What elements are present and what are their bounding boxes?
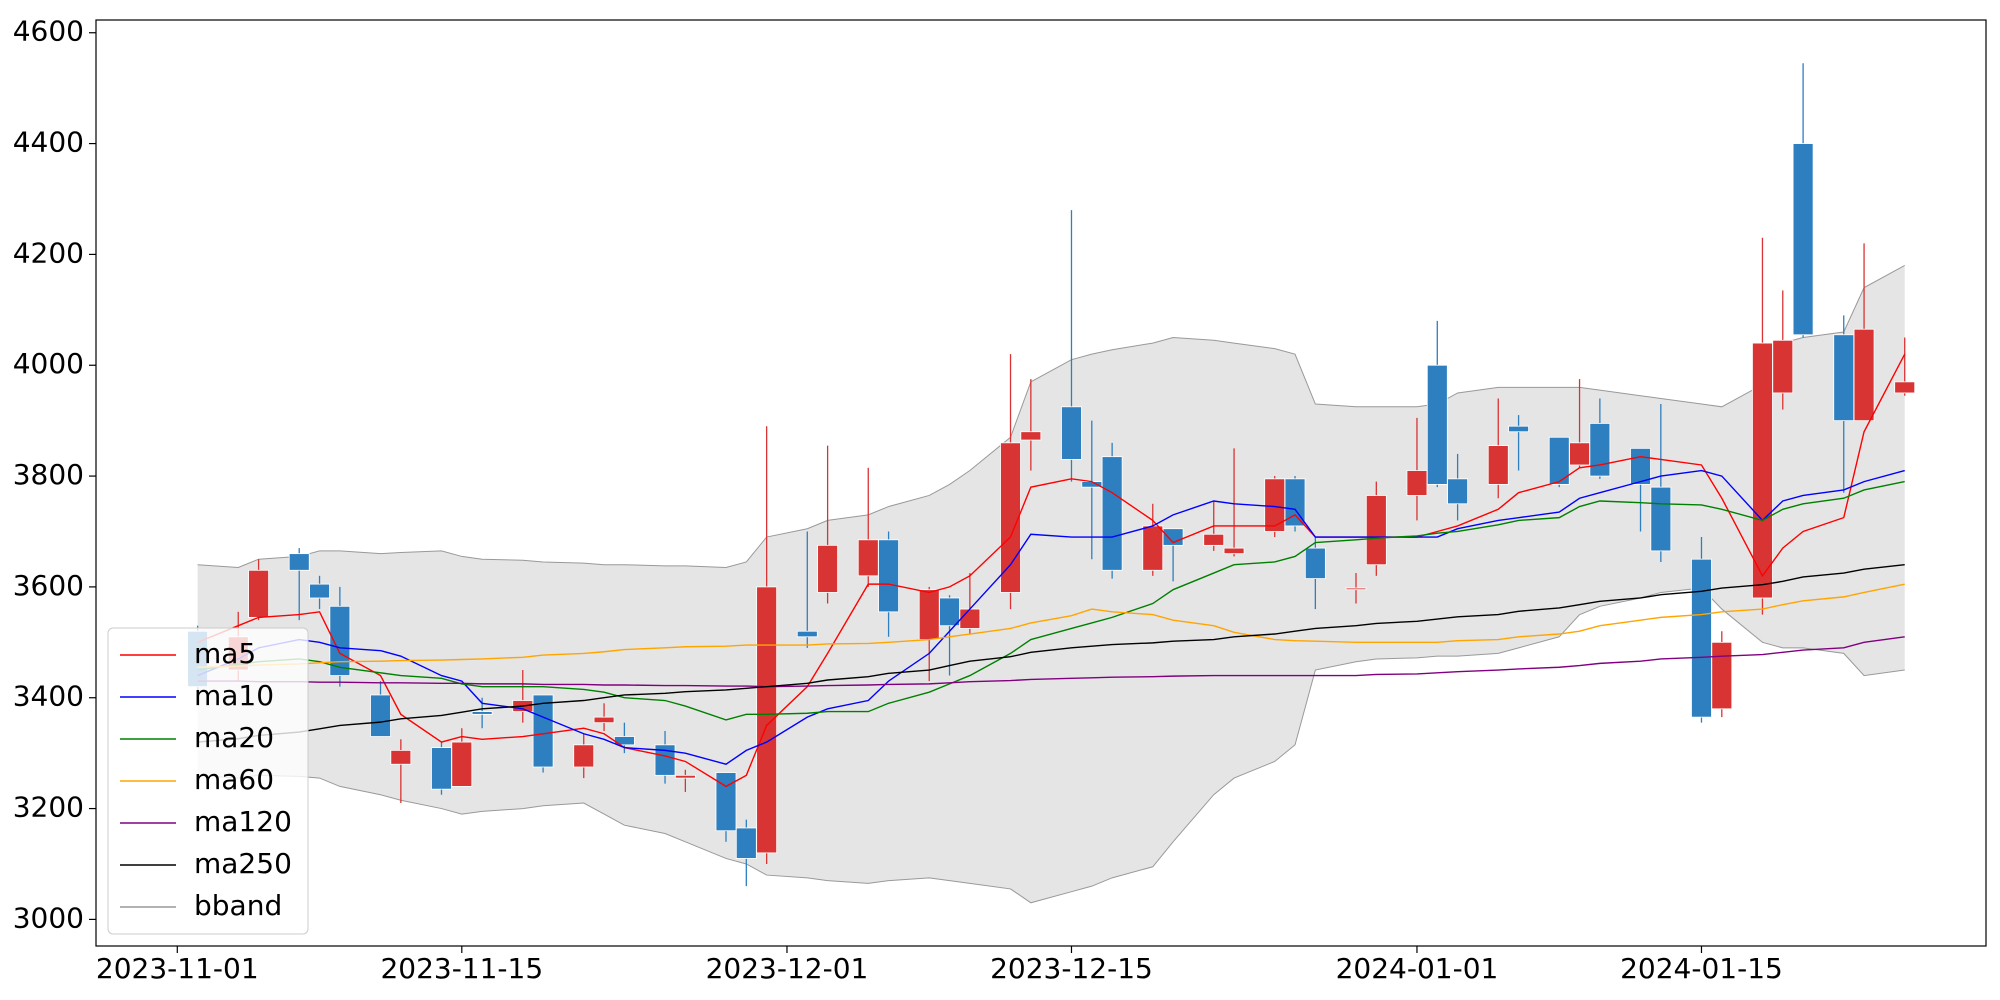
candle-body bbox=[1650, 486, 1672, 552]
candle-body bbox=[309, 583, 330, 599]
x-tick-label: 2023-12-01 bbox=[706, 952, 869, 985]
candle-body bbox=[1142, 525, 1164, 571]
y-tick-label: 3000 bbox=[13, 901, 84, 934]
candle-body bbox=[1752, 342, 1773, 599]
candle-body bbox=[1365, 495, 1387, 566]
candle-body bbox=[1284, 478, 1306, 527]
candle-body bbox=[1853, 328, 1875, 422]
legend-label: ma60 bbox=[194, 763, 274, 796]
candle-body bbox=[1447, 478, 1469, 505]
candle-body bbox=[390, 749, 412, 765]
candle-body bbox=[1000, 442, 1021, 593]
ma-line bbox=[197, 353, 1906, 788]
y-tick-label: 4000 bbox=[13, 347, 84, 380]
candle-body bbox=[1345, 587, 1367, 591]
x-tick-label: 2024-01-15 bbox=[1620, 952, 1783, 985]
bband-area bbox=[197, 265, 1905, 903]
y-tick-label: 3200 bbox=[13, 791, 84, 824]
bband-lower bbox=[197, 587, 1905, 904]
candle-body bbox=[1711, 641, 1733, 710]
candle-body bbox=[1487, 445, 1509, 485]
ma-line bbox=[197, 480, 1905, 721]
candle-body bbox=[735, 827, 757, 859]
ma-line bbox=[197, 583, 1905, 668]
candle-body bbox=[1589, 423, 1611, 477]
bband-upper bbox=[197, 265, 1905, 569]
legend-box bbox=[107, 627, 309, 935]
candle-body bbox=[796, 630, 818, 638]
candle-body bbox=[1061, 406, 1082, 460]
candle-body bbox=[1223, 547, 1245, 555]
x-tick-label: 2023-11-15 bbox=[380, 952, 543, 985]
candle-body bbox=[1508, 425, 1529, 433]
plot-frame bbox=[95, 19, 1987, 947]
candle-body bbox=[451, 741, 473, 787]
x-tick-label: 2023-11-01 bbox=[96, 952, 259, 985]
candle-body bbox=[329, 605, 351, 676]
y-tick-label: 3600 bbox=[13, 569, 84, 602]
candle-body bbox=[1020, 431, 1042, 441]
ma-line bbox=[197, 564, 1905, 743]
candle-body bbox=[918, 589, 940, 640]
candle-body bbox=[715, 772, 737, 832]
y-tick-label: 4600 bbox=[13, 15, 84, 48]
candle-body bbox=[431, 747, 452, 790]
candle-body bbox=[1426, 364, 1448, 485]
legend-label: bband bbox=[194, 889, 282, 922]
candle-body bbox=[532, 694, 554, 768]
candle-body bbox=[939, 597, 960, 627]
legend-label: ma120 bbox=[194, 805, 292, 838]
candle-body bbox=[1101, 456, 1123, 571]
x-tick-label: 2024-01-01 bbox=[1336, 952, 1499, 985]
candle-body bbox=[817, 544, 839, 593]
candle-body bbox=[288, 553, 310, 571]
candle-body bbox=[1264, 478, 1286, 532]
candle-body bbox=[1203, 533, 1225, 546]
y-tick-label: 4400 bbox=[13, 126, 84, 159]
candle-body bbox=[1691, 558, 1712, 718]
x-tick-label: 2023-12-15 bbox=[990, 952, 1153, 985]
legend: ma5 ma10 ma20 ma60 ma120 ma250 bband bbox=[107, 627, 309, 935]
candle-body bbox=[756, 586, 778, 854]
candle-body bbox=[593, 716, 615, 724]
candle-body bbox=[1792, 143, 1814, 336]
legend-label: ma20 bbox=[194, 721, 274, 754]
candle-body bbox=[878, 539, 899, 613]
candle-body bbox=[959, 608, 981, 629]
ma-line bbox=[197, 636, 1905, 688]
ma-line bbox=[197, 469, 1905, 765]
y-tick-label: 4200 bbox=[13, 236, 84, 269]
candle-body bbox=[1081, 481, 1103, 488]
candle-body bbox=[471, 711, 493, 715]
candle-body bbox=[1304, 547, 1326, 579]
legend-label: ma10 bbox=[194, 679, 274, 712]
candle-body bbox=[674, 774, 696, 779]
legend-label: ma5 bbox=[194, 637, 256, 670]
candle-body bbox=[370, 694, 391, 737]
candle-body bbox=[248, 569, 269, 618]
y-tick-label: 3800 bbox=[13, 458, 84, 491]
candle-body bbox=[1772, 339, 1794, 394]
y-tick-label: 3400 bbox=[13, 680, 84, 713]
candle-body bbox=[857, 539, 879, 577]
candle-body bbox=[1833, 334, 1855, 422]
candle-body bbox=[1406, 470, 1428, 496]
legend-label: ma250 bbox=[194, 847, 292, 880]
candle-body bbox=[654, 744, 676, 776]
candle-body bbox=[573, 744, 595, 768]
candle-body bbox=[1894, 381, 1916, 394]
candle-body bbox=[1569, 442, 1590, 466]
